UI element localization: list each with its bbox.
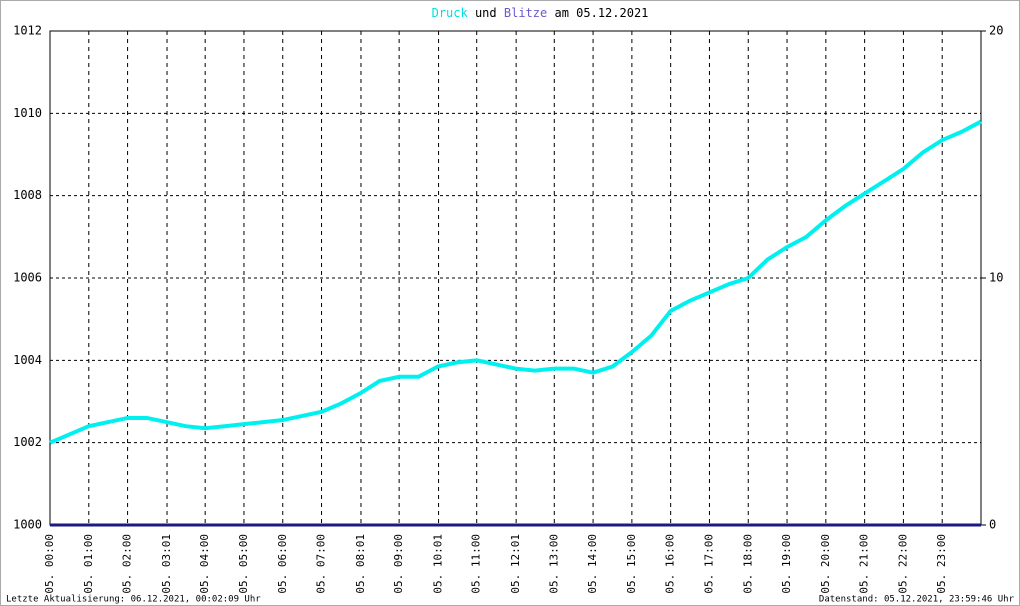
y-tick-label: 1002	[13, 435, 42, 449]
x-tick-label: 05. 03:01	[160, 534, 173, 594]
x-tick-label: 05. 21:00	[858, 534, 871, 594]
chart-title: Druck und Blitze am 05.12.2021	[432, 6, 649, 20]
data-line	[49, 119, 982, 445]
title-connector: und	[475, 6, 497, 20]
x-tick-label: 05. 13:00	[547, 534, 560, 594]
y2-tick-label: 20	[989, 24, 1003, 38]
x-tick-label: 05. 11:00	[470, 534, 483, 594]
y-tick-label: 1006	[13, 271, 42, 285]
x-tick-label: 05. 14:00	[586, 534, 599, 594]
x-tick-label: 05. 16:00	[664, 534, 677, 594]
y-tick-label: 1010	[13, 106, 42, 120]
x-tick-label: 05. 17:00	[702, 534, 715, 594]
x-tick-label: 05. 06:00	[276, 534, 289, 594]
y-tick-label: 1000	[13, 518, 42, 532]
y2-tick-label: 10	[989, 271, 1003, 285]
y2-tick-label: 0	[989, 518, 996, 532]
x-tick-label: 05. 00:00	[43, 534, 56, 594]
x-tick-label: 05. 04:00	[198, 534, 211, 594]
footer-right: Datenstand: 05.12.2021, 23:59:46 Uhr	[819, 595, 1015, 605]
title-series-1: Druck	[432, 6, 469, 20]
x-tick-label: 05. 02:00	[121, 534, 134, 594]
x-tick-label: 05. 01:00	[82, 534, 95, 594]
x-tick-label: 05. 10:01	[432, 534, 445, 594]
x-tick-label: 05. 19:00	[780, 534, 793, 594]
title-series-2: Blitze	[504, 6, 547, 20]
x-tick-label: 05. 15:00	[625, 534, 638, 594]
x-tick-label: 05. 20:00	[819, 534, 832, 594]
y-tick-label: 1012	[13, 24, 42, 38]
x-tick-label: 05. 23:00	[935, 534, 948, 594]
x-tick-label: 05. 22:00	[896, 534, 909, 594]
title-suffix: am 05.12.2021	[554, 6, 648, 20]
x-tick-label: 05. 12:01	[509, 534, 522, 594]
y-tick-label: 1008	[13, 188, 42, 202]
x-tick-label: 05. 08:01	[354, 534, 367, 594]
x-tick-label: 05. 09:00	[392, 534, 405, 594]
y-tick-label: 1004	[13, 353, 42, 367]
x-tick-label: 05. 05:00	[237, 534, 250, 594]
footer-left: Letzte Aktualisierung: 06.12.2021, 00:02…	[6, 595, 261, 605]
x-tick-label: 05. 18:00	[741, 534, 754, 594]
x-tick-label: 05. 07:00	[315, 534, 328, 594]
